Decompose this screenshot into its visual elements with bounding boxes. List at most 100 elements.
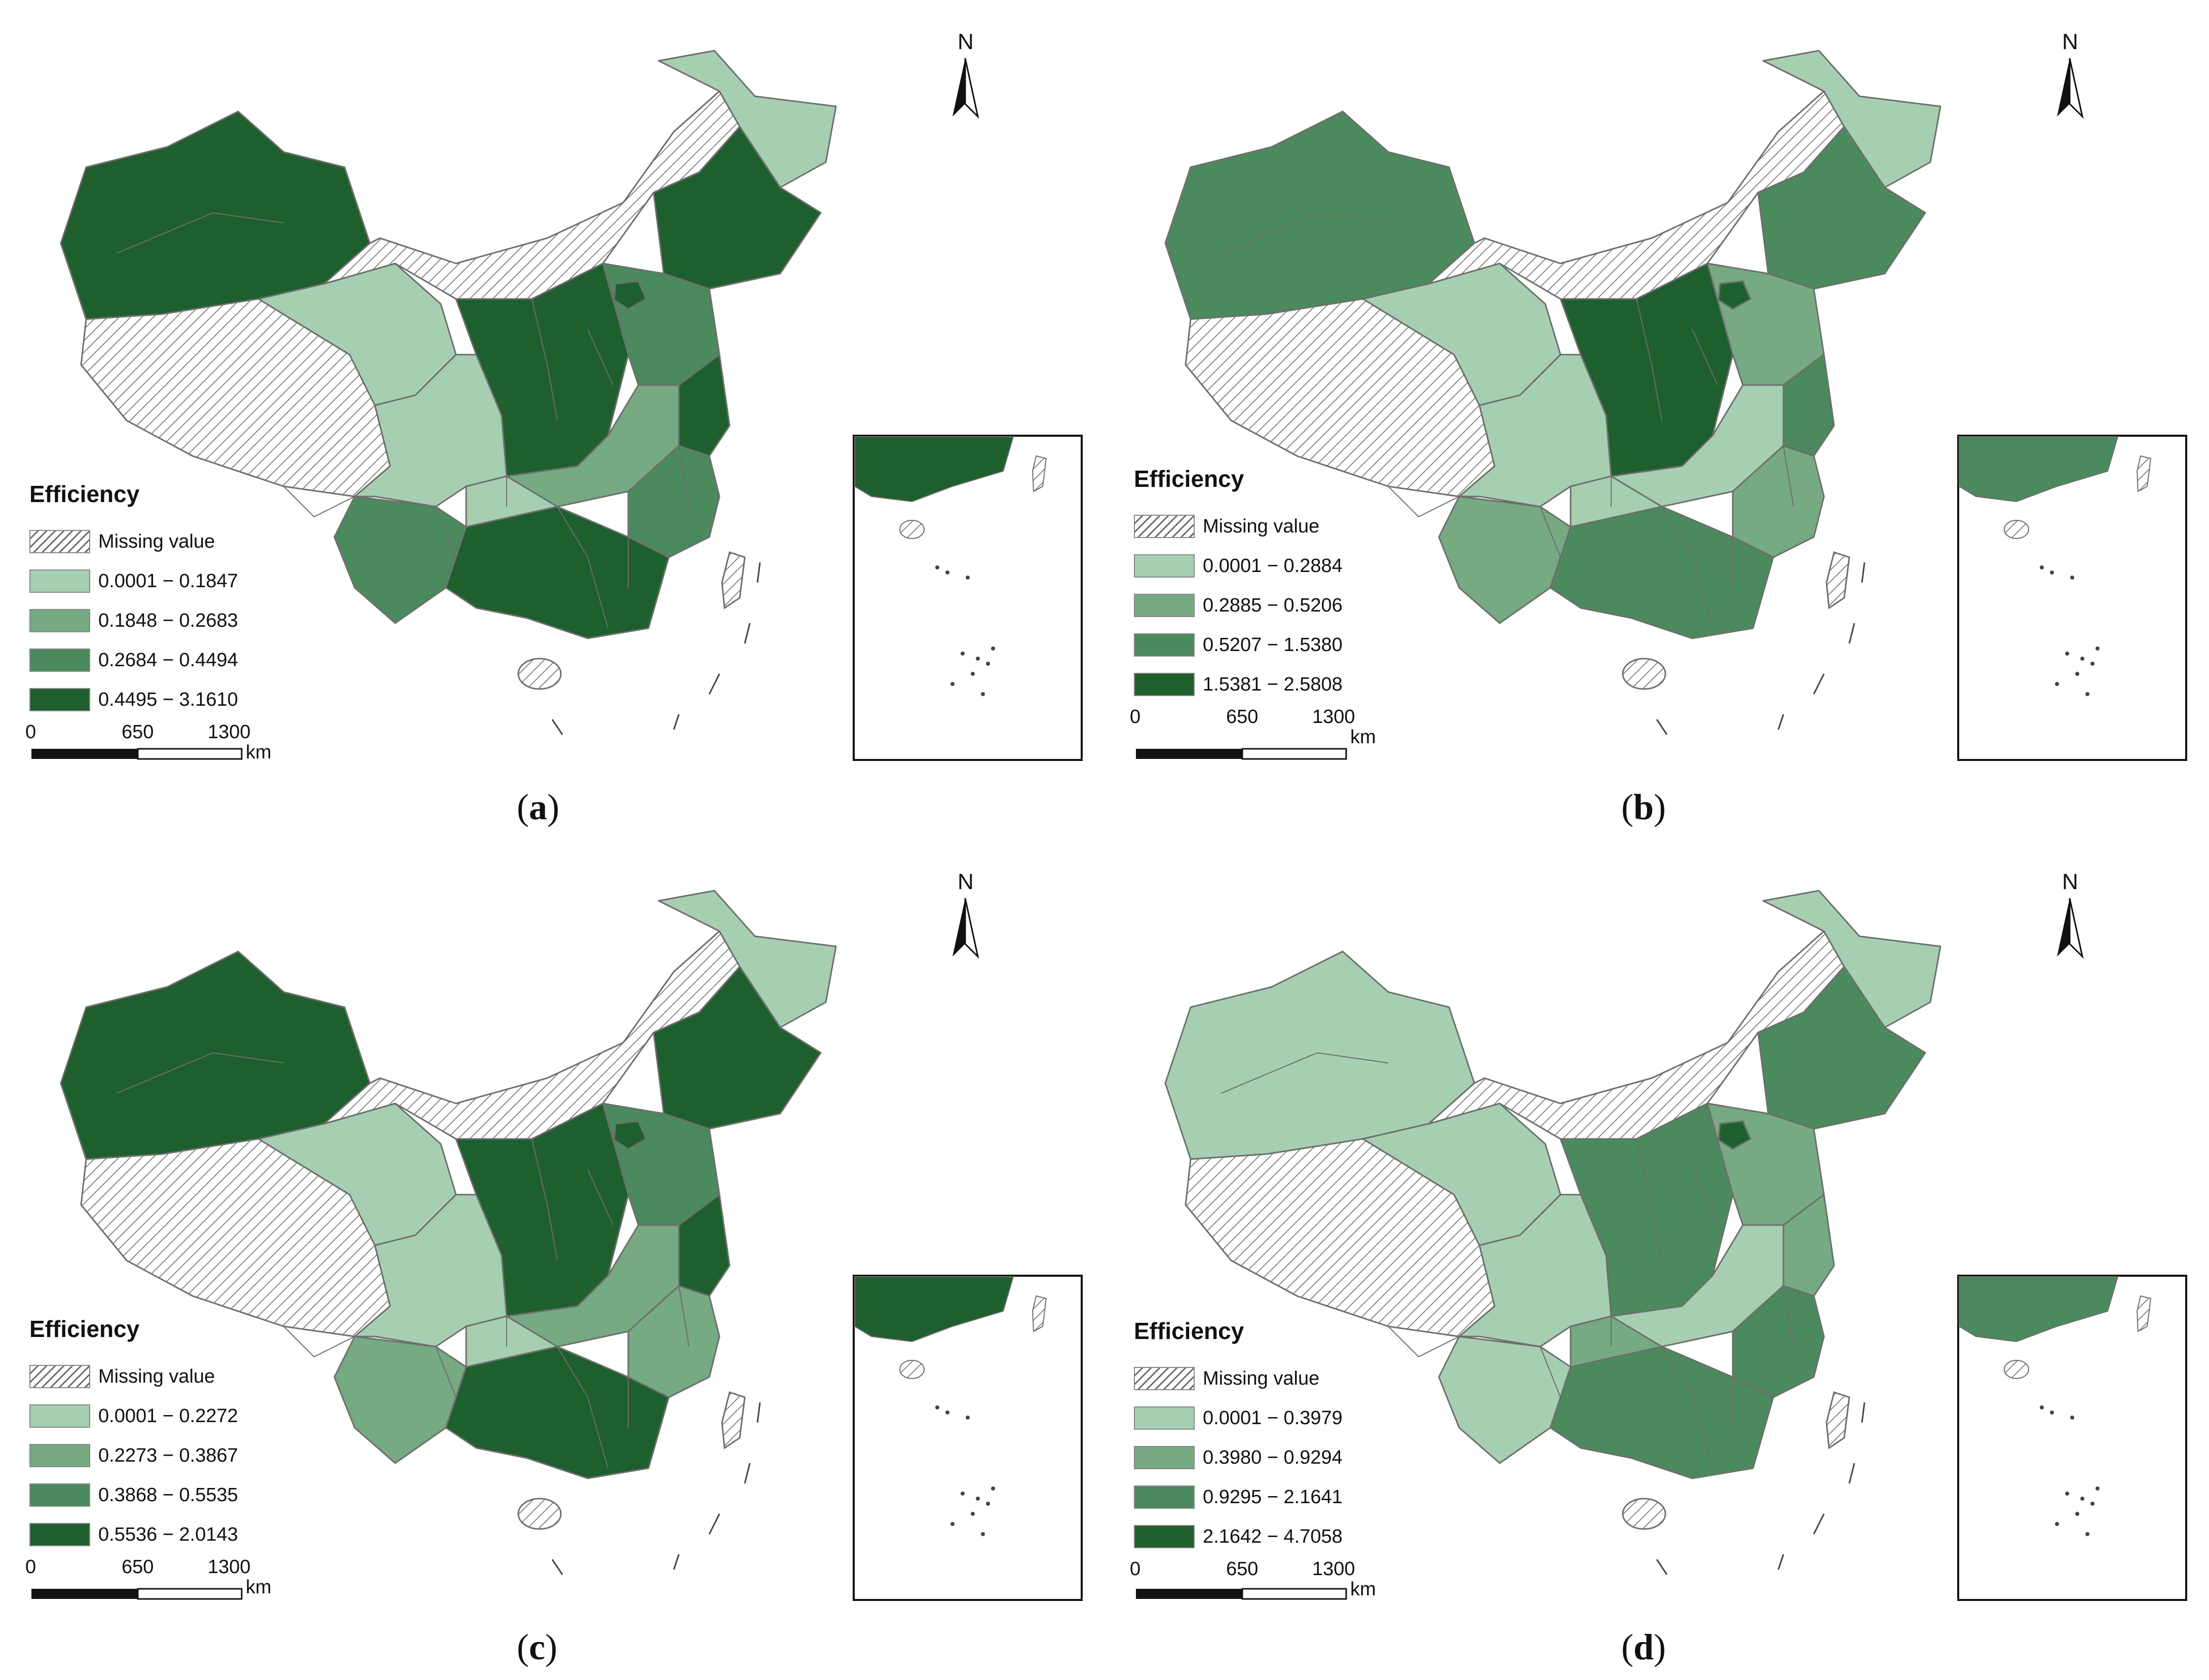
province-border: [116, 212, 284, 254]
legend-title: Efficiency: [1134, 466, 1244, 492]
scale-bar: [1136, 748, 1347, 760]
region-northeast-north: [658, 50, 837, 188]
legend-swatch-class-4: [29, 688, 90, 711]
legend-item-missing: Missing value: [1134, 1367, 1319, 1390]
region-guangxi-guangdong: [445, 506, 670, 639]
region-yunnan: [1438, 495, 1572, 624]
legend-item-class-2: 0.2885 − 0.5206: [1134, 594, 1343, 617]
legend-swatch-class-4: [1134, 673, 1195, 696]
legend-item-class-3: 0.5207 − 1.5380: [1134, 633, 1343, 657]
region-guangxi-guangdong: [1549, 1346, 1774, 1479]
region-central: [1610, 384, 1784, 508]
legend-label: 0.2684 − 0.4494: [98, 649, 238, 671]
legend-item-class-2: 0.1848 − 0.2683: [29, 609, 238, 632]
province-layer: [1164, 890, 1941, 1530]
region-yunnan: [1438, 1335, 1572, 1464]
region-taiwan: [1825, 551, 1850, 609]
province-border: [116, 1052, 284, 1094]
province-border: [678, 445, 690, 507]
scale-tick-0: 0: [1130, 1558, 1141, 1580]
north-label: N: [958, 29, 974, 54]
legend-item-class-4: 2.1642 − 4.7058: [1134, 1525, 1343, 1548]
legend-label: 0.3868 − 0.5535: [98, 1484, 238, 1506]
scale-tick-0: 0: [25, 721, 36, 743]
choropleth-map-a: [31, 50, 1083, 761]
south-china-sea-inset: [1957, 435, 2187, 761]
choropleth-map-d: [1136, 890, 2187, 1601]
region-guangxi-guangdong: [1549, 506, 1774, 639]
province-border: [557, 506, 608, 629]
south-china-sea-inset: [1957, 1275, 2187, 1601]
legend-swatch-class-4: [29, 1523, 90, 1546]
province-border: [1221, 1052, 1389, 1094]
legend-swatch-missing: [1134, 515, 1195, 538]
legend-item-class-2: 0.3980 − 0.9294: [1134, 1446, 1343, 1469]
legend-swatch-missing: [1134, 1367, 1195, 1390]
south-china-sea-inset: [853, 435, 1083, 761]
legend-item-class-3: 0.9295 − 2.1641: [1134, 1485, 1343, 1509]
scale-unit: km: [246, 1577, 272, 1598]
caption-letter: c: [528, 1627, 545, 1667]
legend-swatch-class-1: [1134, 554, 1195, 578]
legend-swatch-class-1: [1134, 1406, 1195, 1430]
panel-caption: (b): [1621, 787, 1666, 827]
scale-tick-650: 650: [1226, 706, 1259, 728]
legend-item-class-4: 0.5536 − 2.0143: [29, 1523, 238, 1546]
region-southeast: [1732, 1285, 1825, 1398]
scale-tick-0: 0: [1130, 706, 1141, 728]
region-northeast-north: [1762, 50, 1941, 188]
legend-label: Missing value: [1203, 1367, 1320, 1389]
scale-tick-1300: 1300: [1312, 1558, 1355, 1580]
legend-label: 2.1642 − 4.7058: [1203, 1525, 1343, 1547]
province-border: [1783, 1285, 1794, 1347]
legend-item-class-1: 0.0001 − 0.1847: [29, 569, 238, 593]
legend-item-missing: Missing value: [29, 530, 215, 553]
province-border: [587, 329, 614, 386]
legend-label: 0.4495 − 3.1610: [98, 689, 238, 710]
province-border: [1636, 1138, 1662, 1261]
legend-label: 0.0001 − 0.2884: [1203, 555, 1343, 577]
legend-item-missing: Missing value: [1134, 515, 1319, 538]
region-taiwan: [721, 551, 746, 609]
region-central: [1610, 1224, 1784, 1348]
scale-tick-0: 0: [25, 1556, 36, 1578]
legend-title: Efficiency: [29, 1316, 140, 1342]
legend-swatch-class-2: [29, 609, 90, 632]
region-southeast: [627, 445, 720, 558]
caption-letter: d: [1633, 1627, 1654, 1667]
legend-item-missing: Missing value: [29, 1365, 215, 1388]
legend-item-class-4: 0.4495 − 3.1610: [29, 688, 238, 711]
north-arrow-icon: [953, 898, 979, 959]
legend-label: Missing value: [1203, 515, 1320, 537]
legend-swatch-class-3: [1134, 633, 1195, 657]
north-arrow-icon: [2057, 58, 2084, 119]
map-panel-b: N Efficiency Missing value 0.0001 − 0.28…: [1104, 0, 2209, 840]
north-label: N: [2062, 29, 2078, 54]
legend-title: Efficiency: [29, 481, 140, 507]
legend-item-class-3: 0.2684 − 0.4494: [29, 648, 238, 672]
legend-item-class-3: 0.3868 − 0.5535: [29, 1483, 238, 1507]
legend-label: 0.0001 − 0.1847: [98, 570, 238, 592]
north-label: N: [958, 869, 974, 894]
region-taiwan: [721, 1391, 746, 1449]
region-hainan: [1622, 658, 1666, 690]
legend-swatch-class-2: [29, 1444, 90, 1467]
region-northeast-south: [1757, 126, 1926, 290]
legend-swatch-class-4: [1134, 1525, 1195, 1548]
scale-tick-650: 650: [122, 1556, 154, 1578]
province-border: [1540, 1346, 1561, 1428]
legend-swatch-missing: [29, 1365, 90, 1388]
choropleth-map-b: [1136, 50, 2187, 761]
legend-label: 0.0001 − 0.3979: [1203, 1407, 1343, 1429]
map-panel-d: N Efficiency Missing value 0.0001 − 0.39…: [1104, 840, 2209, 1680]
region-guangxi-guangdong: [445, 1346, 670, 1479]
legend-swatch-class-2: [1134, 1446, 1195, 1469]
legend-swatch-class-3: [29, 1483, 90, 1507]
map-panel-c: N Efficiency Missing value 0.0001 − 0.22…: [0, 840, 1104, 1680]
scale-tick-650: 650: [122, 721, 154, 743]
province-border: [1692, 329, 1718, 386]
province-border: [1661, 1346, 1713, 1469]
north-arrow-icon: [2057, 898, 2084, 959]
legend-item-class-1: 0.0001 − 0.2884: [1134, 554, 1343, 578]
scale-unit: km: [1350, 1579, 1376, 1600]
